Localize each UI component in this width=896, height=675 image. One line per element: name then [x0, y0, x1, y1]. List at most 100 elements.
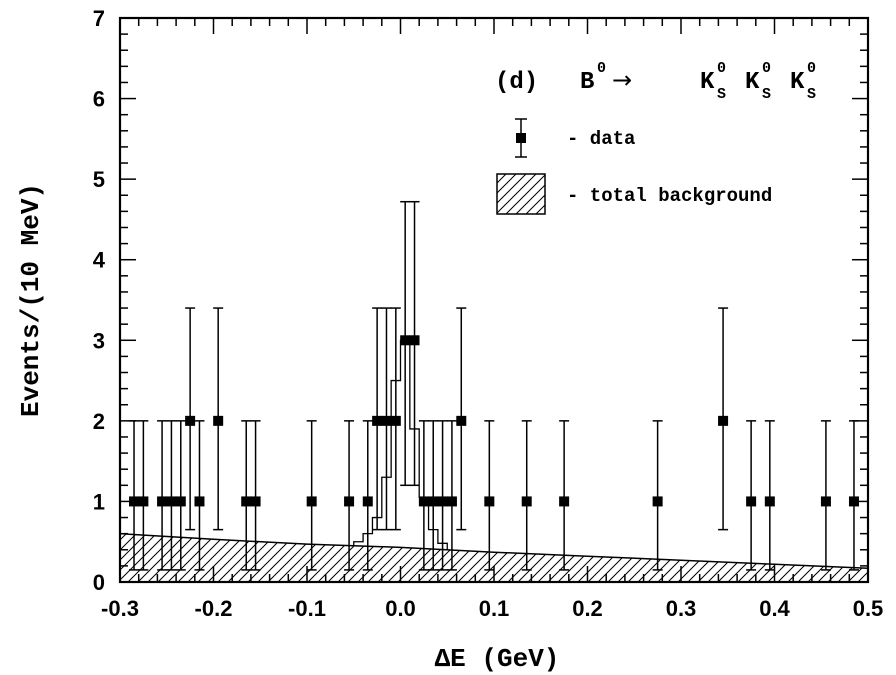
data-marker [820, 496, 831, 507]
daughter-3: K [790, 69, 805, 96]
parent-particle: B [580, 69, 594, 96]
legend-background-label: - total background [567, 185, 772, 207]
data-point [157, 420, 168, 571]
data-marker [400, 335, 411, 346]
axis-ticks [119, 17, 869, 583]
daughter-2-sub: S [762, 86, 771, 103]
daughter-2-sup: 0 [762, 60, 771, 77]
legend-data-label: - data [567, 128, 635, 150]
data-marker [138, 496, 149, 507]
x-tick-label: -0.1 [288, 596, 326, 621]
data-marker [306, 496, 317, 507]
data-point [194, 420, 205, 571]
legend: - data - total background [496, 118, 772, 215]
y-tick-label: 7 [93, 6, 105, 31]
panel-label: (d) [495, 69, 538, 96]
data-marker [521, 496, 532, 507]
y-axis-label: Events/(10 MeV) [16, 183, 46, 417]
x-tick-labels: -0.3 -0.2 -0.1 0.0 0.1 0.2 0.3 0.4 0.5 [101, 596, 883, 621]
y-tick-labels: 0 1 2 3 4 5 6 7 [93, 6, 106, 595]
data-point [446, 420, 457, 571]
data-marker [250, 496, 261, 507]
data-marker [746, 496, 757, 507]
data-point [718, 307, 729, 531]
y-tick-label: 3 [93, 328, 105, 353]
data-marker [175, 496, 186, 507]
data-point [559, 420, 570, 571]
data-point [746, 420, 757, 571]
data-point [428, 420, 439, 571]
data-marker [559, 496, 570, 507]
x-tick-label: 0.1 [479, 596, 510, 621]
data-point [185, 307, 196, 531]
data-marker [166, 496, 177, 507]
data-marker [484, 496, 495, 507]
x-tick-label: 0.0 [385, 596, 416, 621]
data-marker [718, 415, 729, 426]
data-marker [185, 415, 196, 426]
data-point [175, 420, 186, 571]
data-point [138, 420, 149, 571]
y-tick-label: 4 [93, 248, 106, 273]
data-point [241, 420, 252, 571]
data-marker [390, 415, 401, 426]
process-label: (d) B 0 → K 0 S K 0 S K 0 S [495, 60, 816, 103]
daughter-3-sub: S [807, 86, 816, 103]
daughter-1-sub: S [717, 86, 726, 103]
data-marker [446, 496, 457, 507]
y-tick-label: 0 [93, 570, 105, 595]
daughter-2: K [745, 69, 760, 96]
x-tick-label: -0.3 [101, 596, 139, 621]
data-point [250, 420, 261, 571]
data-marker [344, 496, 355, 507]
parent-superscript: 0 [597, 60, 606, 77]
data-marker [437, 496, 448, 507]
data-point [213, 307, 224, 531]
data-point [437, 420, 448, 571]
x-tick-label: 0.2 [572, 596, 603, 621]
x-tick-label: 0.5 [853, 596, 884, 621]
data-point [372, 307, 383, 531]
daughter-3-sup: 0 [807, 60, 816, 77]
data-point [848, 420, 859, 571]
data-marker [381, 415, 392, 426]
data-marker [428, 496, 439, 507]
daughter-1: K [700, 69, 715, 96]
legend-data-marker [515, 118, 527, 158]
decay-arrow: → [612, 66, 632, 94]
data-marker [409, 335, 420, 346]
data-point [306, 420, 317, 571]
data-point [521, 420, 532, 571]
legend-background-swatch [496, 173, 546, 215]
data-point [362, 420, 373, 571]
data-point [652, 420, 663, 571]
data-marker [372, 415, 383, 426]
data-marker [362, 496, 373, 507]
data-point [418, 420, 429, 571]
data-marker [213, 415, 224, 426]
data-point [390, 307, 401, 531]
y-tick-label: 2 [93, 409, 105, 434]
data-point [820, 420, 831, 571]
data-points-layer [129, 200, 859, 571]
y-tick-label: 6 [93, 87, 105, 112]
data-point [400, 200, 411, 487]
data-marker [157, 496, 168, 507]
data-marker [652, 496, 663, 507]
data-point [344, 420, 355, 571]
data-point [381, 307, 392, 531]
background-curve [119, 532, 869, 570]
data-point [166, 420, 177, 571]
data-point [484, 420, 495, 571]
data-marker [418, 496, 429, 507]
daughter-1-sup: 0 [717, 60, 726, 77]
data-marker [194, 496, 205, 507]
x-axis-label: ΔE (GeV) [435, 644, 560, 674]
y-tick-label: 1 [93, 489, 105, 514]
data-point [456, 307, 467, 531]
y-tick-label: 5 [93, 167, 105, 192]
data-marker [764, 496, 775, 507]
data-point [409, 200, 420, 487]
data-point [764, 420, 775, 571]
